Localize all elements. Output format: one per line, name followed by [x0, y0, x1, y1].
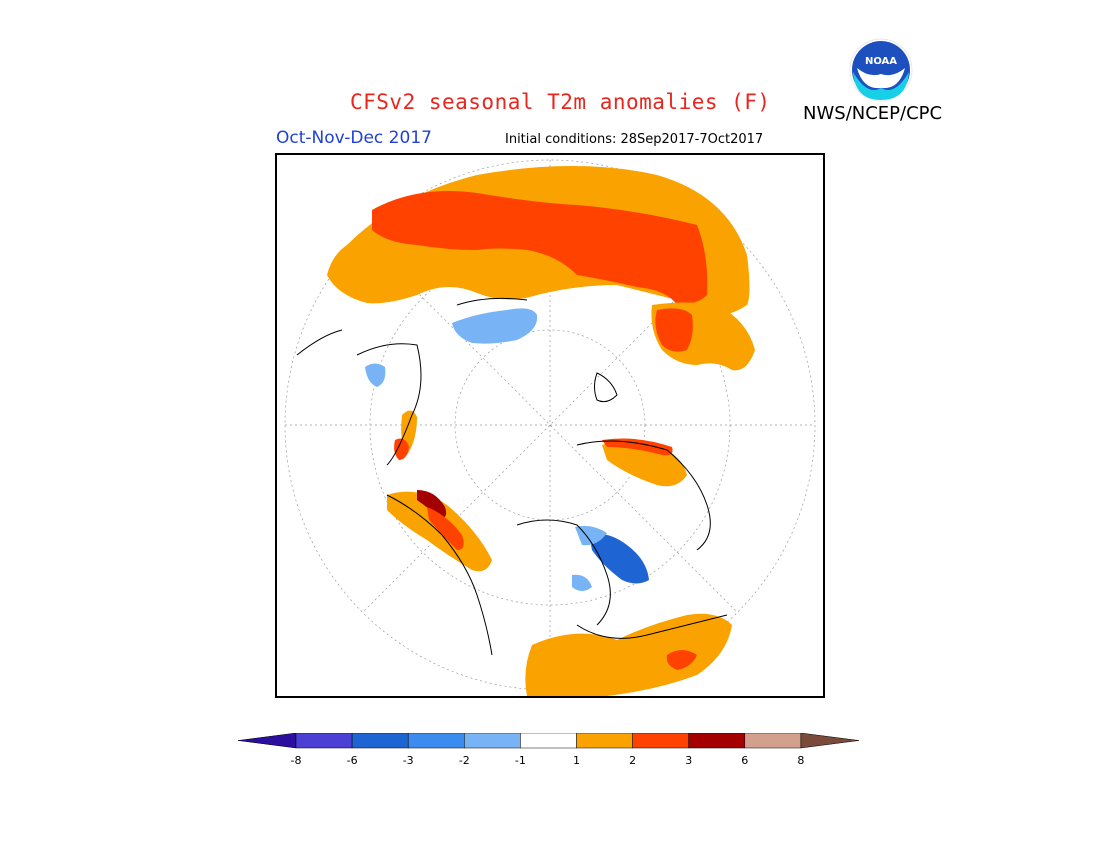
canada-light-blue-anomaly-2 [572, 574, 592, 591]
colorbar-tick-label: -1 [515, 754, 526, 767]
colorbar-tick-label: -6 [347, 754, 358, 767]
colorbar-bin [632, 732, 689, 749]
colorbar-tick-label: -2 [459, 754, 470, 767]
map-title: CFSv2 seasonal T2m anomalies (F) [350, 90, 771, 114]
initial-conditions-label: Initial conditions: 28Sep2017-7Oct2017 [505, 132, 764, 147]
colorbar-bin [520, 732, 577, 749]
colorbar-tick-label: 1 [573, 754, 580, 767]
colorbar-tick-label: -3 [403, 754, 414, 767]
colorbar-bin [576, 732, 633, 749]
mexico-red-anomaly [427, 507, 464, 550]
colorbar-bin [351, 732, 409, 749]
noaa-logo-text: NOAA [865, 56, 897, 67]
colorbar-bin [464, 732, 521, 749]
colorbar-legend: -8 -6 -3 -2 -1 1 2 3 6 8 [237, 732, 862, 773]
africa-red-anomaly [394, 438, 409, 460]
eurasia-red-anomaly [372, 191, 708, 305]
colorbar-tick-label: 8 [797, 754, 804, 767]
west-europe-light-blue-anomaly [365, 363, 386, 387]
colorbar-bin [688, 732, 746, 749]
colorbar-tick-label: -8 [291, 754, 302, 767]
polar-map [275, 153, 825, 698]
coastlines [296, 297, 728, 656]
canada-blue-anomaly [589, 533, 649, 584]
colorbar-bin [407, 732, 465, 749]
colorbar-tick-label: 2 [629, 754, 636, 767]
mexico-darkred-anomaly [417, 490, 447, 518]
canada-light-blue-anomaly [575, 525, 607, 546]
siberia-red-anomaly [602, 438, 673, 456]
agency-label: NWS/NCEP/CPC [803, 103, 943, 124]
colorbar-tick-label: 6 [741, 754, 748, 767]
east-asia-red-anomaly [655, 308, 693, 352]
colorbar-bin [744, 732, 802, 749]
colorbar-arrow-high [800, 732, 859, 749]
colorbar-bin [295, 732, 353, 749]
us-orange-anomaly [525, 613, 732, 696]
colorbar-arrow-low [237, 732, 297, 749]
us-red-anomaly [666, 650, 697, 670]
noaa-logo: NOAA [849, 38, 913, 102]
anomaly-fields [327, 166, 755, 696]
season-label: Oct-Nov-Dec 2017 [276, 128, 432, 148]
europe-light-blue-anomaly [452, 308, 538, 344]
colorbar-tick-label: 3 [685, 754, 692, 767]
